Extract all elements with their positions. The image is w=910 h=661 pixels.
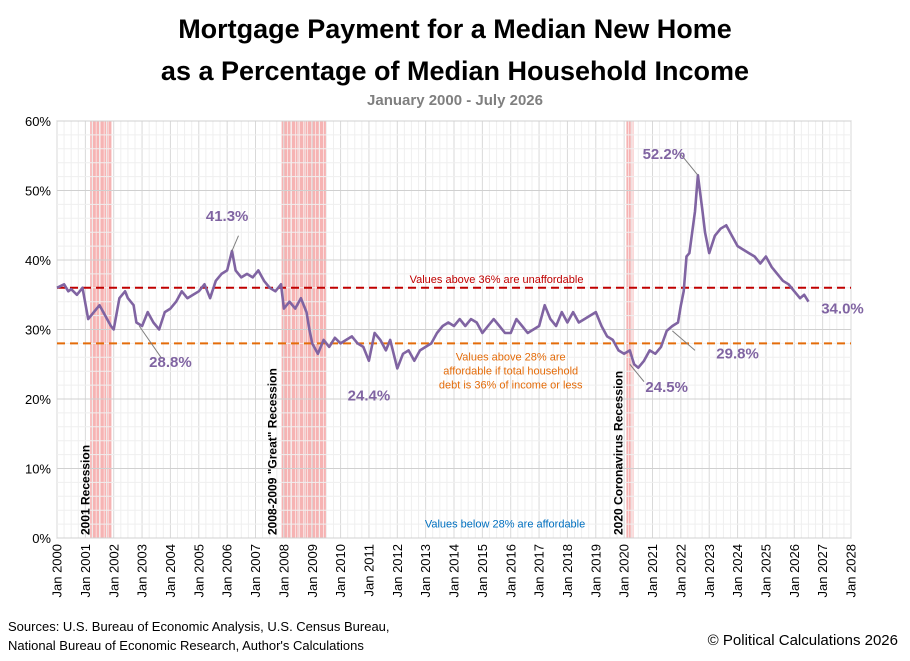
x-tick-label: Jan 2000 (50, 544, 65, 598)
recession-label: 2020 Coronavirus Recession (612, 371, 626, 535)
chart-title-line1: Mortgage Payment for a Median New Home (178, 14, 732, 44)
data-label: 29.8% (716, 346, 759, 363)
data-label-leader (629, 363, 645, 382)
data-label-leader (231, 235, 239, 252)
x-tick-label: Jan 2012 (390, 544, 405, 598)
x-tick-label: Jan 2010 (333, 544, 348, 598)
data-label: 41.3% (206, 208, 249, 225)
x-tick-label: Jan 2009 (305, 544, 320, 598)
sources-line2: National Bureau of Economic Research, Au… (8, 638, 364, 653)
data-label: 34.0% (821, 301, 864, 318)
x-tick-label: Jan 2027 (815, 544, 830, 598)
x-tick-label: Jan 2007 (248, 544, 263, 598)
x-tick-label: Jan 2002 (106, 544, 121, 598)
affordable-label-line2: affordable if total household (443, 365, 578, 377)
x-tick-label: Jan 2024 (730, 544, 745, 598)
affordable-note: Values below 28% are affordable (425, 519, 585, 531)
y-tick-label: 30% (25, 323, 51, 338)
y-tick-label: 50% (25, 184, 51, 199)
chart-subtitle: January 2000 - July 2026 (367, 92, 543, 109)
data-label: 24.4% (348, 387, 391, 404)
x-tick-label: Jan 2022 (673, 544, 688, 598)
x-tick-label: Jan 2023 (702, 544, 717, 598)
x-tick-label: Jan 2017 (532, 544, 547, 598)
x-tick-label: Jan 2004 (163, 544, 178, 598)
recession-label: 2001 Recession (79, 445, 93, 535)
unaffordable-label: Values above 36% are unaffordable (410, 274, 584, 286)
x-tick-label: Jan 2026 (787, 544, 802, 598)
x-tick-label: Jan 2015 (475, 544, 490, 598)
x-tick-label: Jan 2005 (191, 544, 206, 598)
y-tick-label: 10% (25, 462, 51, 477)
data-label-leader (672, 330, 696, 351)
y-tick-label: 20% (25, 392, 51, 407)
y-tick-label: 0% (32, 531, 51, 546)
data-label: 24.5% (645, 379, 688, 396)
copyright-notice: © Political Calculations 2026 (707, 632, 898, 649)
x-tick-label: Jan 2013 (418, 544, 433, 598)
y-tick-label: 60% (25, 114, 51, 129)
x-tick-label: Jan 2014 (447, 544, 462, 598)
affordable-label-line1: Values above 28% are (456, 351, 566, 363)
x-tick-label: Jan 2019 (588, 544, 603, 598)
x-tick-label: Jan 2020 (617, 544, 632, 598)
x-tick-label: Jan 2006 (220, 544, 235, 598)
x-tick-label: Jan 2016 (503, 544, 518, 598)
x-tick-label: Jan 2003 (135, 544, 150, 598)
x-tick-label: Jan 2028 (844, 544, 859, 598)
recession-label: 2008-2009 "Great" Recession (266, 368, 280, 535)
data-label: 52.2% (643, 146, 686, 163)
chart-title-line2: as a Percentage of Median Household Inco… (160, 56, 750, 86)
x-tick-label: Jan 2008 (276, 544, 291, 598)
affordable-label-line3: debt is 36% of income or less (439, 379, 583, 391)
data-label-leader (680, 154, 699, 176)
series-line (56, 173, 810, 370)
sources-line1: Sources: U.S. Bureau of Economic Analysi… (8, 619, 390, 634)
x-tick-label: Jan 2011 (361, 544, 376, 597)
data-label: 28.8% (149, 354, 192, 371)
y-tick-label: 40% (25, 253, 51, 268)
data-label-leader (138, 325, 163, 359)
x-tick-label: Jan 2021 (645, 544, 660, 598)
x-tick-label: Jan 2001 (78, 544, 93, 598)
x-tick-label: Jan 2025 (758, 544, 773, 598)
x-tick-label: Jan 2018 (560, 544, 575, 598)
